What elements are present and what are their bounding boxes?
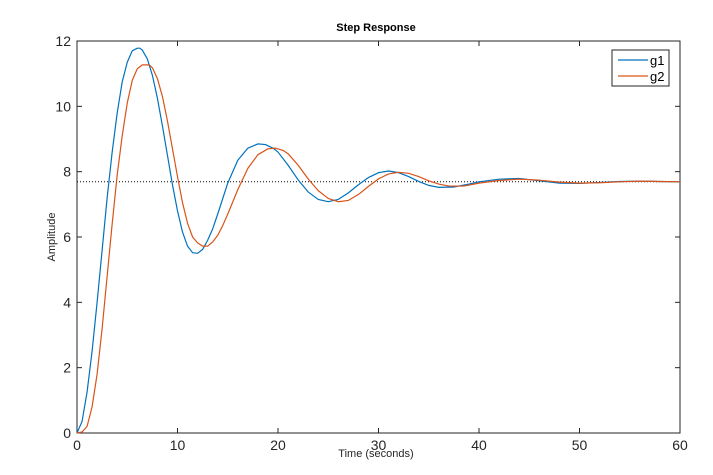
- y-tick-label: 8: [63, 164, 71, 180]
- legend-box: [611, 49, 670, 87]
- x-tick-label: 60: [672, 437, 688, 453]
- legend-label-g1: g1: [650, 53, 664, 68]
- x-tick-label: 10: [170, 437, 186, 453]
- axes-box: [76, 40, 681, 434]
- x-tick-label: 20: [270, 437, 286, 453]
- chart-title: Step Response: [336, 22, 415, 34]
- x-tick-label: 40: [471, 437, 487, 453]
- y-tick-label: 4: [63, 294, 71, 310]
- x-tick-label: 0: [73, 437, 81, 453]
- series-line-g2: [76, 64, 681, 434]
- legend-label-g2: g2: [650, 69, 664, 84]
- y-axis-label: Amplitude: [46, 213, 58, 262]
- y-tick-label: 0: [63, 425, 71, 441]
- y-tick-label: 2: [63, 360, 71, 376]
- y-tick-label: 12: [55, 33, 71, 49]
- x-tick-label: 30: [371, 437, 387, 453]
- y-tick-label: 10: [55, 98, 71, 114]
- y-tick-label: 6: [63, 229, 71, 245]
- x-axis-label: Time (seconds): [338, 448, 413, 460]
- plot-area: 0 10 20 30 40 50 60 0 2 4 6 8 10 12: [55, 33, 688, 453]
- series-line-g1: [76, 47, 681, 434]
- x-tick-label: 50: [572, 437, 588, 453]
